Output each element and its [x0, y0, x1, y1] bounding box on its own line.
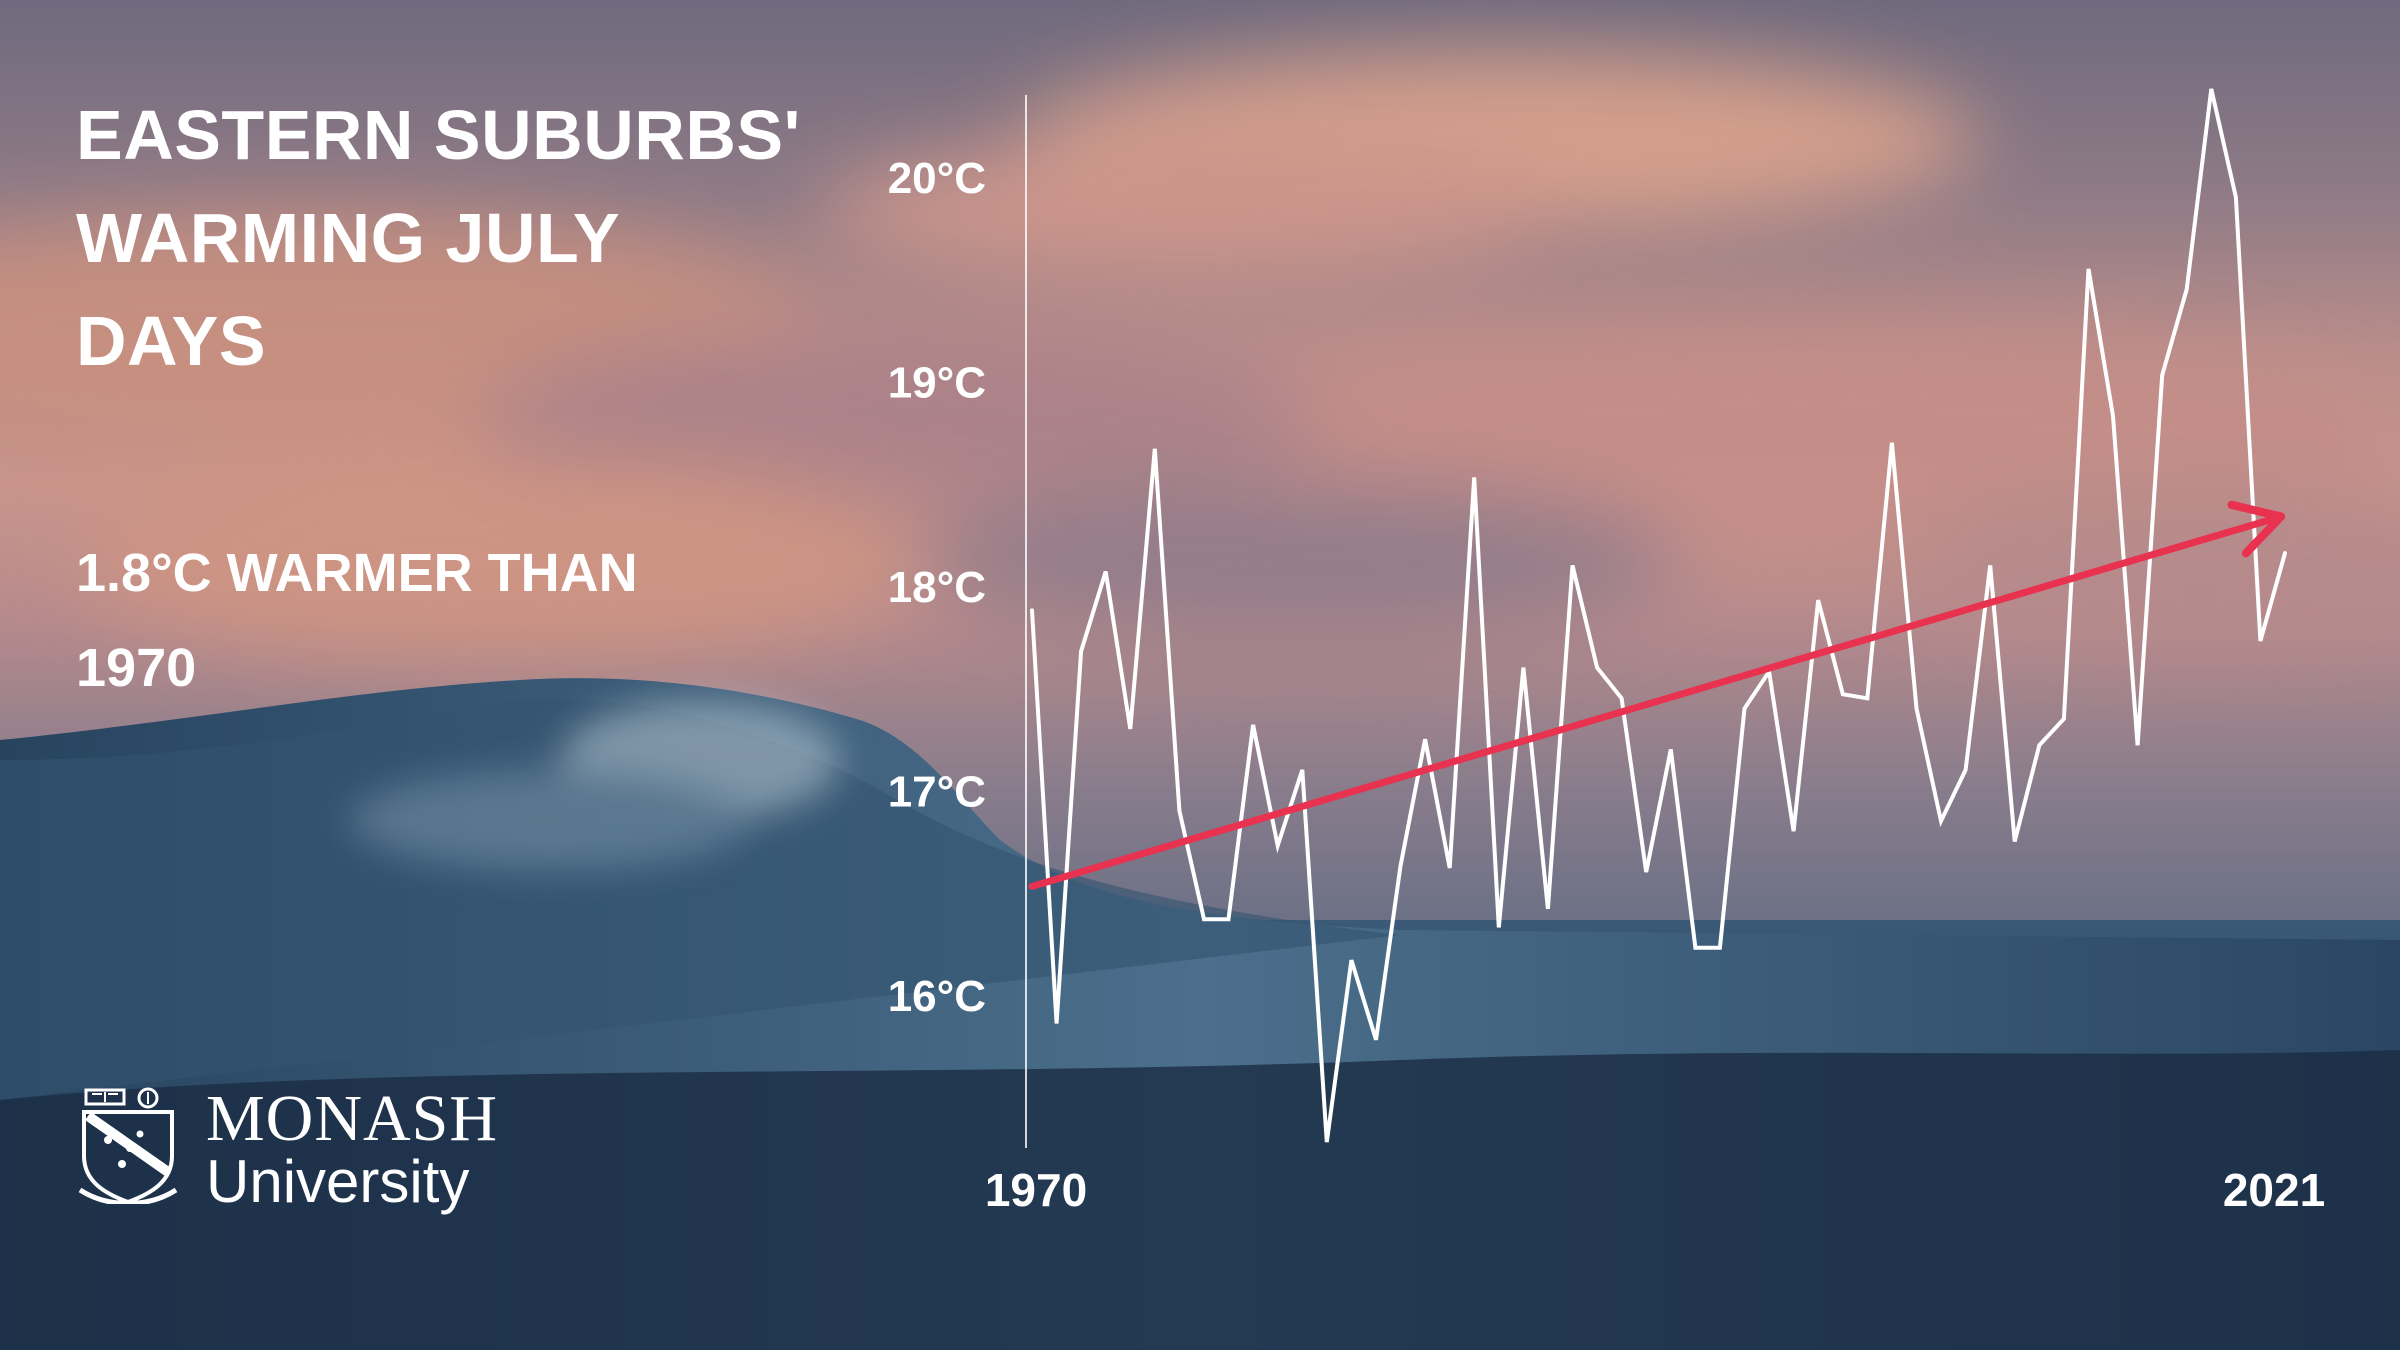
monash-university-logo: MONASH University [78, 1086, 518, 1226]
crest-icon [78, 1087, 178, 1204]
y-tick-label: 17°C [888, 767, 986, 816]
chart-subtitle: 1.8°C WARMER THAN 1970 [76, 546, 716, 736]
chart-title: EASTERN SUBURBS' WARMING JULY DAYS [76, 100, 836, 409]
y-tick-label: 19°C [888, 358, 986, 407]
y-tick-label: 20°C [888, 154, 986, 203]
y-tick-labels: 16°C 17°C 18°C 19°C 20°C [888, 154, 986, 1021]
x-tick-label: 1970 [985, 1164, 1087, 1216]
x-tick-labels: 1970 2021 [985, 1164, 2325, 1216]
logo-wordmark-monash: MONASH [206, 1082, 499, 1155]
subtitle-line: 1.8°C WARMER THAN [76, 543, 638, 603]
trend-arrow [1028, 500, 2286, 890]
y-tick-label: 18°C [888, 563, 986, 612]
subtitle-line: 1970 [76, 638, 197, 698]
temperature-series-line [1030, 88, 2287, 1143]
logo-wordmark-university: University [206, 1148, 470, 1215]
title-line: WARMING JULY [76, 199, 621, 277]
x-tick-label: 2021 [2223, 1164, 2325, 1216]
title-line: DAYS [76, 302, 267, 380]
y-tick-label: 16°C [888, 972, 986, 1021]
title-line: EASTERN SUBURBS' [76, 96, 801, 174]
